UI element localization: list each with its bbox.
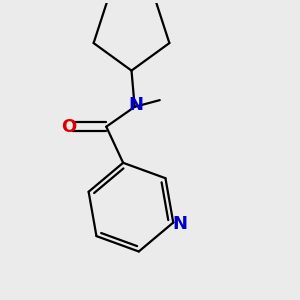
- Text: N: N: [128, 96, 143, 114]
- Text: O: O: [61, 118, 76, 136]
- Text: N: N: [172, 215, 187, 233]
